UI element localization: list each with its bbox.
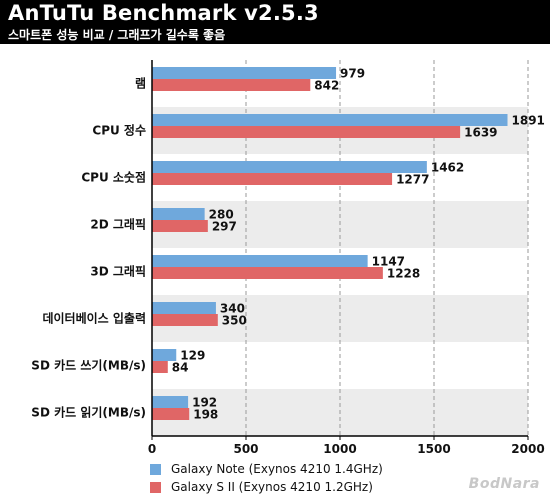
category-label: 램 [135, 76, 146, 91]
data-label: 340 [220, 302, 245, 316]
legend-swatch-series-2 [150, 481, 161, 493]
x-tick-label: 2000 [511, 442, 544, 456]
legend-swatch-series-1 [150, 463, 161, 475]
category-label: 2D 그래픽 [90, 217, 146, 232]
bar [152, 161, 427, 173]
x-tick-label: 500 [233, 442, 258, 456]
bar [152, 302, 216, 314]
legend-label-series-1: Galaxy Note (Exynos 4210 1.4GHz) [171, 462, 383, 476]
category-label: 3D 그래픽 [90, 264, 146, 279]
data-label: 979 [340, 67, 365, 81]
data-label: 842 [314, 79, 339, 93]
bar [152, 126, 461, 138]
chart-title: AnTuTu Benchmark v2.5.3 [8, 1, 319, 25]
data-label: 129 [180, 349, 205, 363]
bar [152, 255, 368, 267]
data-label: 192 [192, 396, 217, 410]
category-label: SD 카드 쓰기(MB/s) [31, 358, 146, 373]
category-label: CPU 소숫점 [81, 170, 146, 185]
data-label: 1228 [387, 267, 420, 281]
bar [152, 349, 177, 361]
data-label: 1147 [372, 255, 405, 269]
bar [152, 220, 208, 232]
data-label: 297 [212, 220, 237, 234]
legend-item-series-1: Galaxy Note (Exynos 4210 1.4GHz) [150, 460, 383, 478]
category-label: SD 카드 읽기(MB/s) [31, 405, 146, 420]
data-label: 350 [222, 314, 247, 328]
bar [152, 361, 168, 373]
watermark-logo: BodNara [468, 476, 540, 492]
data-label: 1639 [464, 126, 497, 140]
x-tick-label: 1500 [417, 442, 450, 456]
data-label: 1891 [512, 114, 545, 128]
bar [152, 114, 508, 126]
bar [152, 267, 383, 279]
data-label: 1277 [396, 173, 429, 187]
data-label: 84 [172, 361, 189, 375]
bar [152, 208, 205, 220]
legend-item-series-2: Galaxy S II (Exynos 4210 1.2GHz) [150, 478, 383, 496]
x-tick-label: 1000 [323, 442, 356, 456]
chart-header: AnTuTu Benchmark v2.5.3 스마트폰 성능 비교 / 그래프… [0, 0, 550, 44]
bar [152, 173, 393, 185]
bar [152, 79, 311, 91]
category-label: 데이터베이스 입출력 [42, 311, 146, 326]
x-tick-label: 0 [148, 442, 156, 456]
legend-label-series-2: Galaxy S II (Exynos 4210 1.2GHz) [171, 480, 373, 494]
category-label: CPU 정수 [92, 123, 146, 138]
bar [152, 67, 337, 79]
chart-legend: Galaxy Note (Exynos 4210 1.4GHz) Galaxy … [150, 460, 383, 496]
bar [152, 396, 189, 408]
bar [152, 408, 190, 420]
data-label: 198 [193, 408, 218, 422]
bar [152, 314, 218, 326]
chart-subtitle: 스마트폰 성능 비교 / 그래프가 길수록 좋음 [8, 28, 226, 42]
data-label: 1462 [431, 161, 464, 175]
data-label: 280 [209, 208, 234, 222]
